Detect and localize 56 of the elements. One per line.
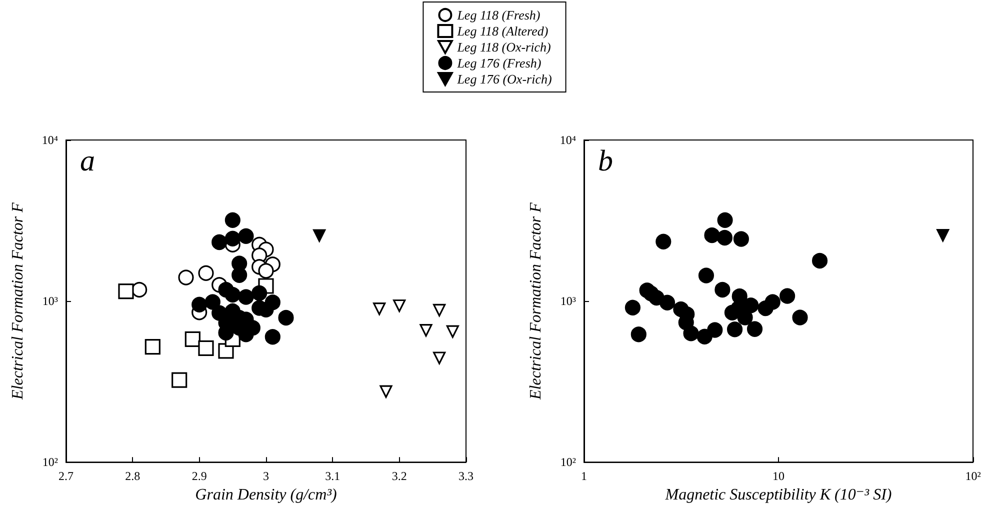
annotation: b [598,144,613,178]
point [420,324,432,337]
legend-label: Leg 118 (Ox-rich) [456,40,551,54]
legend-label: Leg 176 (Fresh) [456,56,542,70]
point [258,263,274,279]
y-tick-label: 10² [42,455,58,470]
y-axis-title: Electrical Formation Factor F [528,202,544,400]
x-tick-label: 10² [965,469,982,484]
x-tick-label: 2.7 [58,469,74,484]
x-axis-title: Magnetic Susceptibility K (10⁻³ SI) [664,486,892,504]
point [184,331,200,347]
annotation: a [80,144,95,178]
x-tick-label: 1 [581,469,587,484]
y-tick-label: 10³ [560,294,576,308]
x-tick-label: 2.8 [125,469,140,484]
point [313,229,326,242]
point [192,296,208,312]
legend-label: Leg 118 (Altered) [456,24,548,38]
point [380,385,392,398]
legend-label: Leg 118 (Fresh) [456,8,540,22]
legend-label: Leg 176 (Ox-rich) [456,72,552,86]
y-tick-label: 10⁴ [42,133,58,147]
x-tick-label: 2.9 [192,469,207,484]
x-tick-label: 3.2 [392,469,407,484]
point [178,270,194,286]
point [433,352,446,364]
point [118,283,134,300]
point [433,304,446,317]
x-tick-label: 3.1 [325,469,340,484]
point [252,285,268,301]
point [144,338,160,355]
point [198,340,214,356]
point [224,303,240,319]
point [198,265,214,281]
y-axis-title: Electrical Formation Factor F [10,202,26,400]
point [446,325,459,338]
point [224,212,240,228]
point [373,302,386,316]
point [393,299,406,312]
y-tick-label: 10² [560,455,576,470]
point [238,228,254,244]
point [224,286,240,302]
x-axis-title: Grain Density (g/cm³) [195,486,337,504]
point [238,289,254,305]
x-tick-label: 3 [263,469,269,484]
point [278,310,294,326]
point [212,234,228,250]
y-tick-label: 10⁴ [560,133,576,147]
y-tick-label: 10³ [42,294,58,308]
point [264,329,280,345]
x-tick-label: 10 [772,469,784,484]
point [232,267,248,283]
point [172,372,188,388]
point [132,282,148,298]
point [224,230,240,246]
x-tick-label: 3.3 [458,469,474,484]
